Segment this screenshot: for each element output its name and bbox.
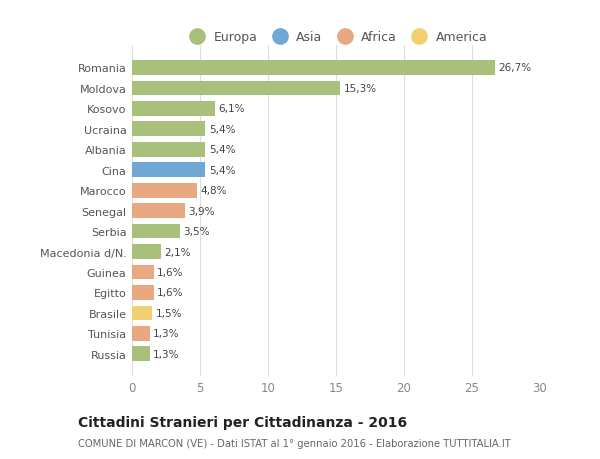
Bar — [132, 102, 215, 117]
Text: 5,4%: 5,4% — [209, 124, 235, 134]
Text: 6,1%: 6,1% — [218, 104, 245, 114]
Bar — [132, 326, 149, 341]
Text: 1,3%: 1,3% — [153, 349, 179, 359]
Bar — [132, 306, 152, 320]
Bar — [132, 204, 185, 218]
Text: Cittadini Stranieri per Cittadinanza - 2016: Cittadini Stranieri per Cittadinanza - 2… — [78, 415, 407, 429]
Bar — [132, 143, 205, 157]
Bar — [132, 81, 340, 96]
Bar — [132, 122, 205, 137]
Text: 26,7%: 26,7% — [499, 63, 532, 73]
Bar — [132, 163, 205, 178]
Text: 5,4%: 5,4% — [209, 165, 235, 175]
Text: 2,1%: 2,1% — [164, 247, 190, 257]
Text: 1,6%: 1,6% — [157, 268, 184, 277]
Text: 1,5%: 1,5% — [156, 308, 182, 318]
Bar — [132, 265, 154, 280]
Legend: Europa, Asia, Africa, America: Europa, Asia, Africa, America — [179, 26, 493, 49]
Text: 4,8%: 4,8% — [200, 186, 227, 196]
Bar — [132, 184, 197, 198]
Text: 1,3%: 1,3% — [153, 329, 179, 339]
Text: 3,5%: 3,5% — [183, 227, 209, 236]
Text: 1,6%: 1,6% — [157, 288, 184, 298]
Text: 3,9%: 3,9% — [188, 206, 215, 216]
Text: 5,4%: 5,4% — [209, 145, 235, 155]
Text: COMUNE DI MARCON (VE) - Dati ISTAT al 1° gennaio 2016 - Elaborazione TUTTITALIA.: COMUNE DI MARCON (VE) - Dati ISTAT al 1°… — [78, 438, 511, 448]
Bar — [132, 61, 495, 76]
Bar — [132, 347, 149, 361]
Text: 15,3%: 15,3% — [343, 84, 377, 94]
Bar — [132, 245, 161, 259]
Bar — [132, 224, 179, 239]
Bar — [132, 285, 154, 300]
